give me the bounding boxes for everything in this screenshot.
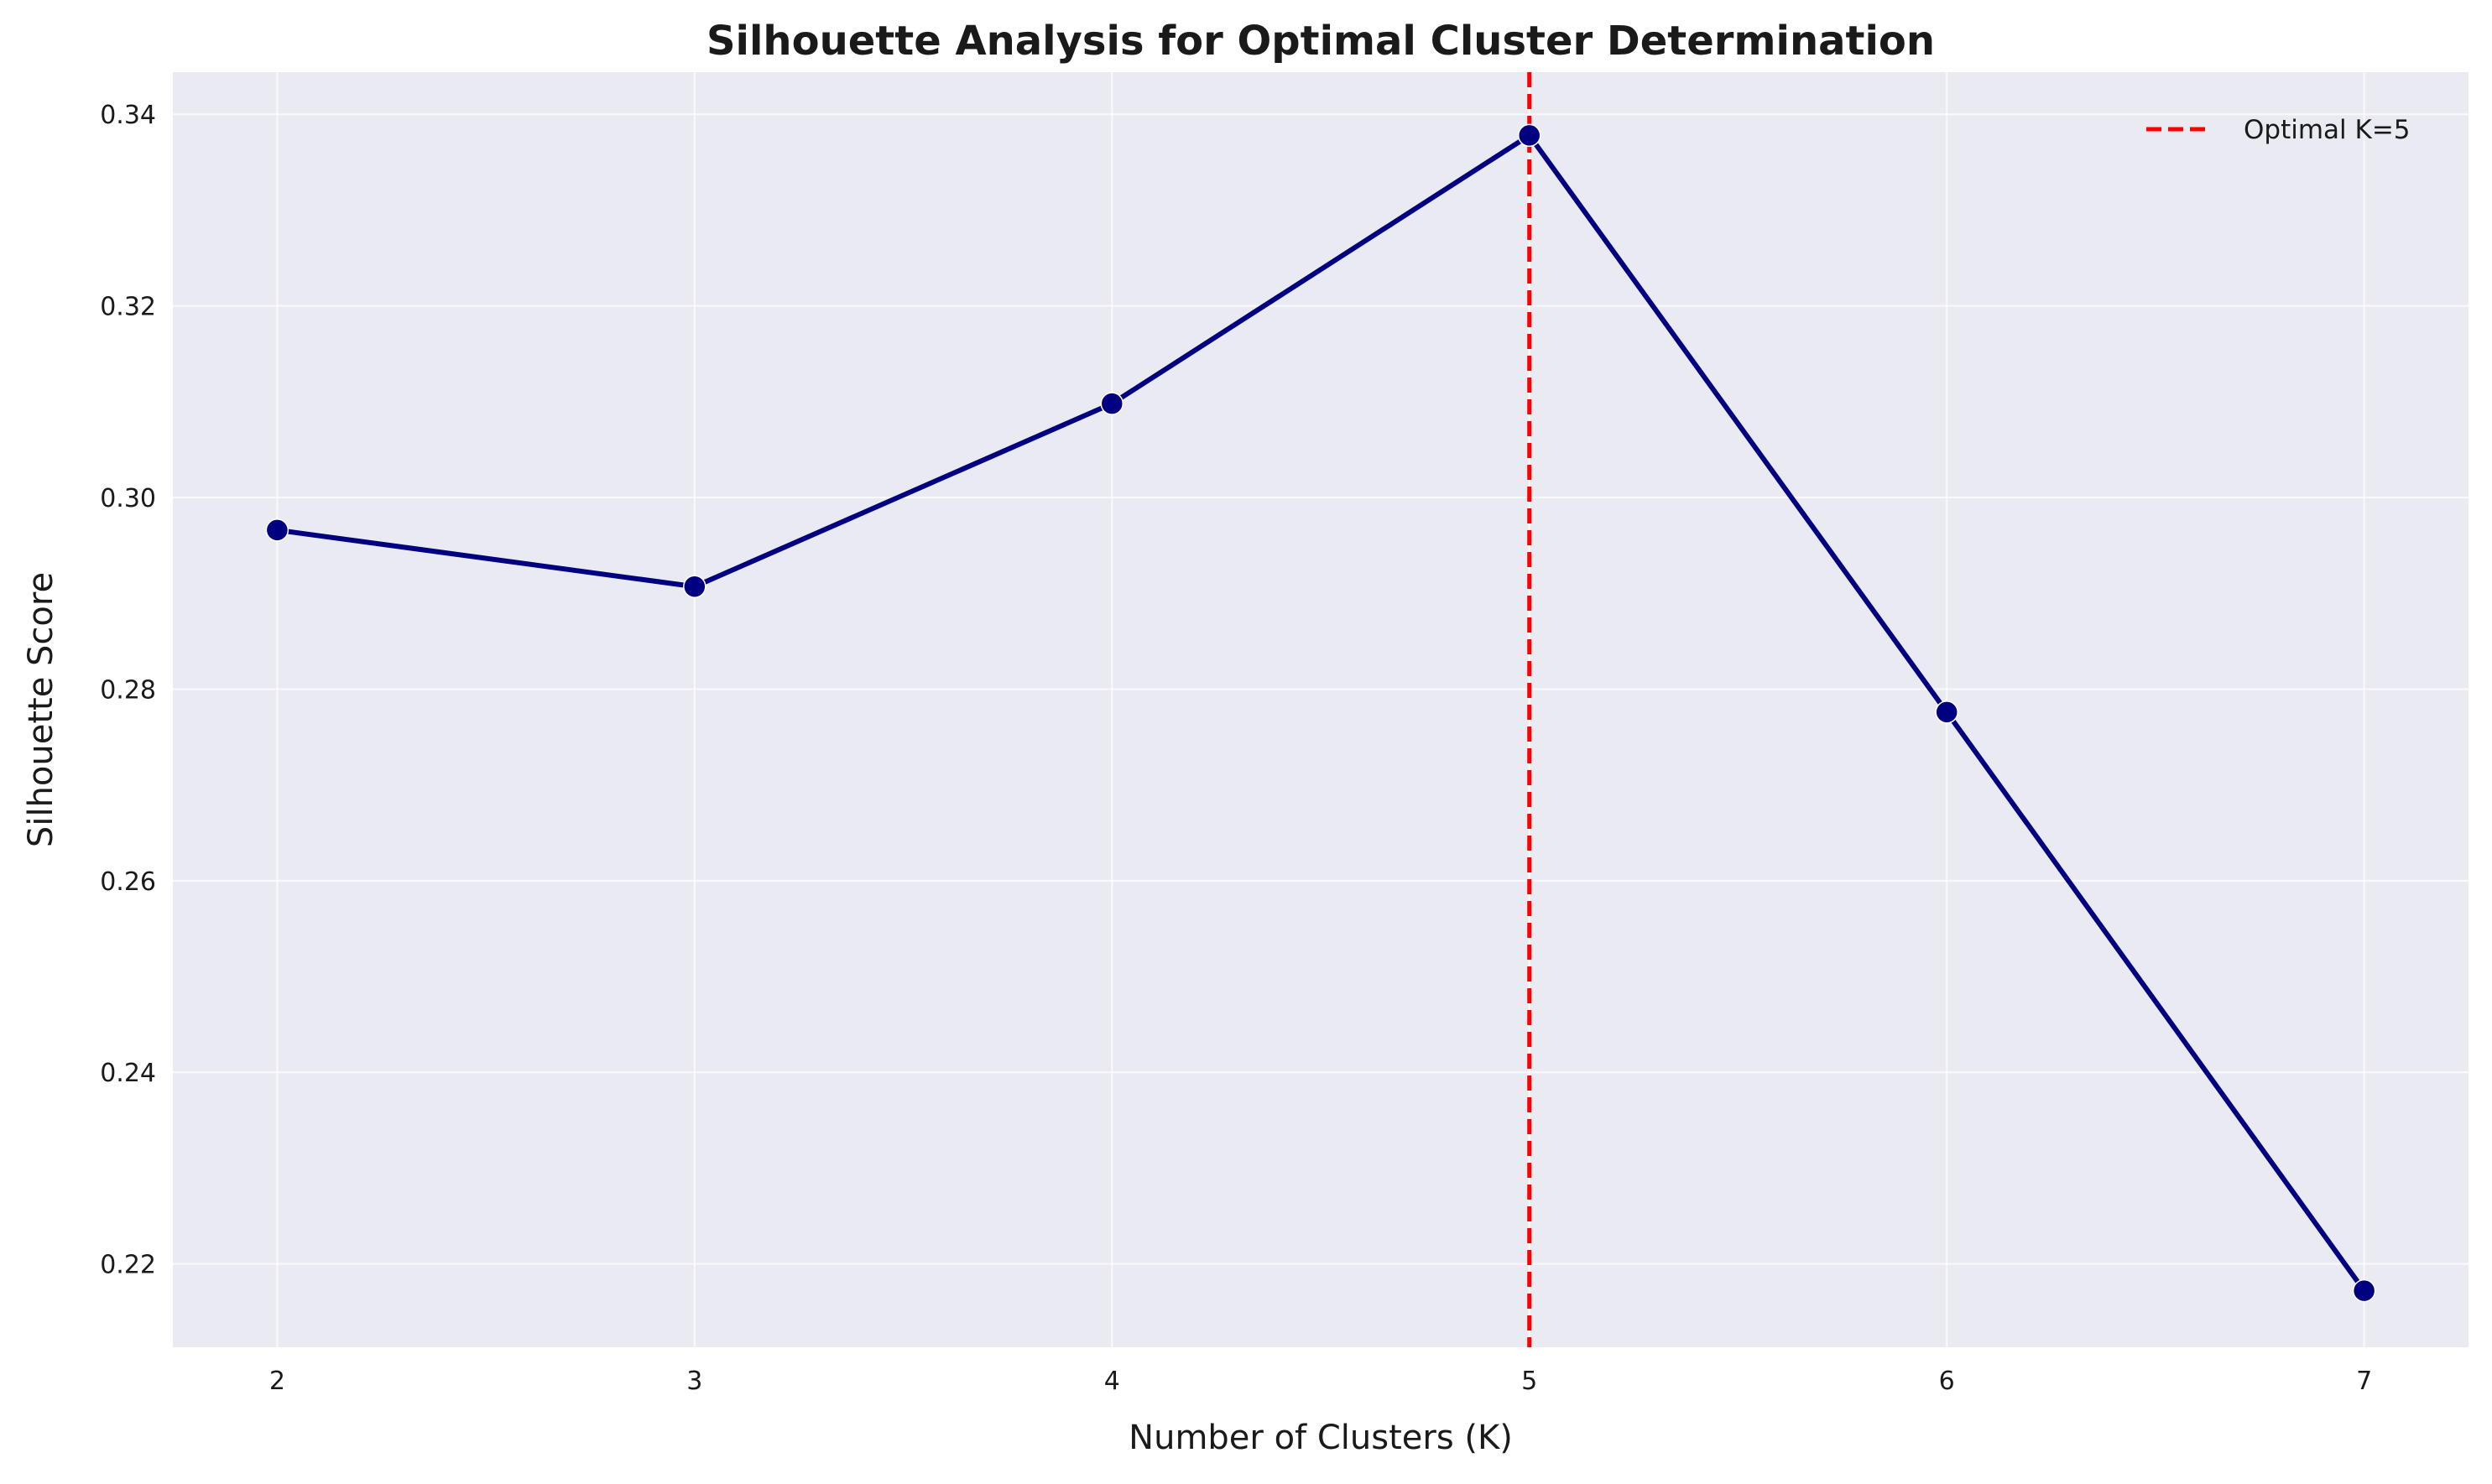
x-axis-label: Number of Clusters (K) <box>1129 1419 1513 1457</box>
x-tick-label: 3 <box>686 1367 702 1396</box>
chart-title: Silhouette Analysis for Optimal Cluster … <box>706 18 1935 65</box>
series-line <box>276 133 2367 1293</box>
data-point <box>1100 392 1124 415</box>
y-tick-label: 0.30 <box>100 484 156 513</box>
series-group <box>265 123 2376 1303</box>
y-tick-label: 0.34 <box>100 101 156 130</box>
y-tick-label: 0.32 <box>100 293 156 322</box>
data-point <box>2352 1278 2376 1303</box>
x-tick-label: 7 <box>2356 1367 2372 1396</box>
tick-labels: 2 3 4 5 6 7 0.22 0.24 0.26 0.28 0.30 0.32 0.34 <box>100 101 2372 1396</box>
x-tick-label: 6 <box>1939 1367 1955 1396</box>
data-point <box>1517 123 1541 148</box>
x-tick-label: 2 <box>269 1367 285 1396</box>
data-point <box>683 575 706 599</box>
legend: Optimal K=5 <box>2146 115 2411 145</box>
y-tick-label: 0.22 <box>100 1251 156 1280</box>
y-tick-label: 0.26 <box>100 867 156 897</box>
legend-label-optimal-k: Optimal K=5 <box>2244 115 2411 145</box>
y-axis-label: Silhouette Score <box>22 572 60 847</box>
x-tick-label: 5 <box>1521 1367 1537 1396</box>
x-tick-label: 4 <box>1104 1367 1120 1396</box>
plot-area <box>173 72 2469 1347</box>
data-point <box>1935 700 1958 724</box>
y-tick-label: 0.28 <box>100 675 156 705</box>
y-tick-label: 0.24 <box>100 1059 156 1088</box>
data-point <box>265 518 289 542</box>
